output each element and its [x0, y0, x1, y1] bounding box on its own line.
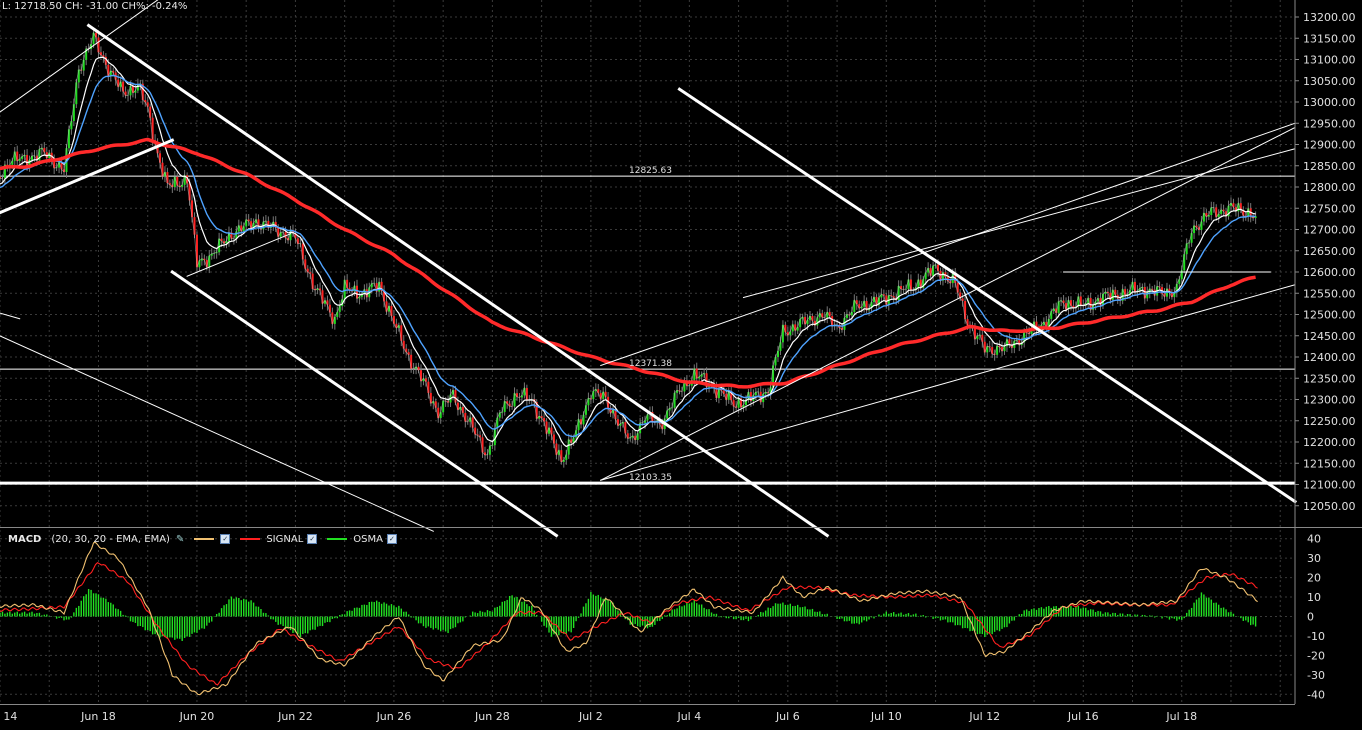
trend-line[interactable]	[86, 23, 830, 538]
macd-visibility-checkbox[interactable]: ✓	[220, 534, 231, 544]
trend-line[interactable]	[0, 0, 159, 119]
macd-tick-label: -20	[1307, 649, 1325, 662]
price-tick-label: 12550.00	[1303, 287, 1356, 300]
osma-label: OSMA	[353, 533, 383, 545]
time-tick-label: Jul 12	[968, 710, 1000, 723]
price-tick-label: 13000.00	[1303, 96, 1356, 109]
price-bars	[0, 28, 1257, 468]
price-tick-label: 12100.00	[1303, 479, 1356, 492]
price-tick-label: 12950.00	[1303, 117, 1356, 130]
macd-indicator-name: MACD	[8, 533, 42, 545]
horizontal-line-labels: 12825.63 12371.38 12103.35	[629, 166, 672, 483]
price-tick-label: 12750.00	[1303, 202, 1356, 215]
osma-visibility-checkbox[interactable]: ✓	[386, 534, 397, 544]
trend-line[interactable]	[0, 310, 21, 320]
price-tick-label: 12350.00	[1303, 372, 1356, 385]
macd-pane[interactable]	[0, 541, 1258, 696]
price-tick-label: 12450.00	[1303, 330, 1356, 343]
price-axis-labels: 13200.00 13150.00 13100.00 13050.00 13000.00…	[1303, 11, 1356, 513]
close-line	[0, 31, 1256, 463]
macd-tick-label: -10	[1307, 630, 1325, 643]
price-pane[interactable]	[0, 0, 1298, 538]
price-info-bar: L: 12718.50 CH: -31.00 CH%: -0.24%	[2, 1, 188, 12]
trend-line[interactable]	[170, 269, 559, 538]
axes	[0, 0, 1362, 705]
macd-tick-label: -40	[1307, 688, 1325, 701]
time-tick-label: Jul 18	[1165, 710, 1197, 723]
price-tick-label: 13050.00	[1303, 75, 1356, 88]
macd-line	[0, 541, 1258, 696]
signal-line-swatch	[240, 538, 261, 540]
signal-line	[0, 562, 1258, 686]
macd-tick-label: -30	[1307, 669, 1325, 682]
macd-tick-label: 20	[1307, 572, 1321, 585]
trend-line[interactable]	[0, 138, 175, 217]
price-tick-label: 13150.00	[1303, 32, 1356, 45]
macd-line-swatch	[194, 538, 215, 540]
price-tick-label: 12050.00	[1303, 500, 1356, 513]
time-tick-label: Jun 18	[80, 710, 116, 723]
grid	[0, 0, 1299, 704]
time-tick-label: Jul 6	[775, 710, 800, 723]
price-tick-label: 12650.00	[1303, 245, 1356, 258]
price-tick-label: 12400.00	[1303, 351, 1356, 364]
price-tick-label: 12250.00	[1303, 415, 1356, 428]
trend-line[interactable]	[0, 332, 434, 532]
time-tick-label: Jul 10	[870, 710, 902, 723]
price-tick-label: 12600.00	[1303, 266, 1356, 279]
horizontal-line-label: 12371.38	[629, 359, 672, 369]
macd-parameters: (20, 30, 20 - EMA, EMA)	[51, 533, 170, 545]
price-tick-label: 12150.00	[1303, 457, 1356, 470]
trend-line[interactable]	[186, 233, 292, 277]
price-tick-label: 12850.00	[1303, 160, 1356, 173]
macd-tick-label: 10	[1307, 591, 1321, 604]
trend-line[interactable]	[600, 126, 1296, 481]
price-tick-label: 12900.00	[1303, 139, 1356, 152]
time-tick-label: Jun 28	[474, 710, 510, 723]
macd-tick-label: 40	[1307, 533, 1321, 546]
time-tick-label: Jul 16	[1067, 710, 1099, 723]
trend-line[interactable]	[600, 284, 1296, 481]
macd-legend: MACD (20, 30, 20 - EMA, EMA) ✎ ✓ SIGNAL …	[8, 532, 397, 546]
horizontal-line-label: 12825.63	[629, 166, 672, 176]
trend-line[interactable]	[742, 148, 1296, 299]
time-tick-label: Jul 2	[578, 710, 603, 723]
time-tick-label: Jun 26	[376, 710, 412, 723]
slow-moving-average-line	[0, 137, 1256, 389]
price-tick-label: 13200.00	[1303, 11, 1356, 24]
osma-line-swatch	[327, 538, 348, 540]
signal-visibility-checkbox[interactable]: ✓	[307, 534, 318, 544]
price-tick-label: 12700.00	[1303, 224, 1356, 237]
macd-axis-labels: 40 30 20 10 0 -10 -20 -30 -40	[1307, 533, 1325, 702]
price-tick-label: 12300.00	[1303, 394, 1356, 407]
price-tick-label: 12800.00	[1303, 181, 1356, 194]
price-tick-label: 13100.00	[1303, 54, 1356, 67]
macd-tick-label: 30	[1307, 552, 1321, 565]
time-tick-label: Jun 20	[179, 710, 215, 723]
pencil-icon[interactable]: ✎	[175, 533, 185, 545]
trend-line[interactable]	[600, 122, 1296, 367]
signal-label: SIGNAL	[266, 533, 304, 545]
time-axis-labels: Jun 14 Jun 18 Jun 20 Jun 22 Jun 26 Jun 28 Jul …	[0, 710, 1197, 723]
time-tick-label: Jun 22	[277, 710, 313, 723]
time-tick-label: Jul 4	[676, 710, 701, 723]
price-tick-label: 12200.00	[1303, 436, 1356, 449]
time-tick-label: Jun 14	[0, 710, 17, 723]
macd-tick-label: 0	[1307, 611, 1314, 624]
horizontal-line-label: 12103.35	[629, 473, 672, 483]
trend-line[interactable]	[677, 87, 1298, 504]
price-tick-label: 12500.00	[1303, 309, 1356, 322]
